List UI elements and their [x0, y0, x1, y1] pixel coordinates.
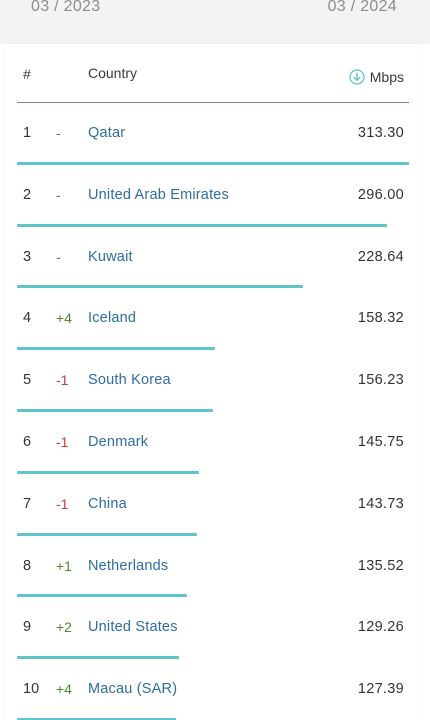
rank-number: 5: [23, 372, 32, 389]
table-row[interactable]: 2 - United Arab Emirates 296.00: [4, 165, 422, 227]
ranking-table: # Country Mbps 1 - Qatar 313.30 2 - Unit…: [4, 44, 422, 720]
rank-number: 4: [23, 310, 32, 327]
rank-change: -1: [56, 433, 69, 450]
mbps-column-header[interactable]: Mbps: [349, 69, 404, 85]
speed-bar: [17, 347, 216, 351]
table-row[interactable]: 5 -1 South Korea 156.23: [4, 350, 422, 412]
rank-number: 6: [23, 433, 32, 450]
speed-bar: [17, 408, 213, 412]
country-link[interactable]: Denmark: [88, 433, 149, 450]
speed-bar: [17, 656, 179, 660]
rank-change: +1: [56, 557, 72, 574]
table-row[interactable]: 7 -1 China 143.73: [4, 474, 422, 536]
speed-value: 135.52: [357, 557, 404, 574]
rank-number: 8: [23, 557, 32, 574]
rank-number: 3: [23, 248, 32, 265]
country-link[interactable]: China: [88, 495, 127, 512]
table-row[interactable]: 8 +1 Netherlands 135.52: [4, 536, 422, 598]
speed-bar: [17, 285, 304, 289]
country-link[interactable]: United Arab Emirates: [88, 186, 230, 203]
country-link[interactable]: Macau (SAR): [88, 681, 178, 698]
speed-value: 127.39: [357, 681, 404, 698]
speed-value: 156.23: [357, 372, 404, 389]
table-row[interactable]: 4 +4 Iceland 158.32: [4, 288, 422, 351]
speed-value: 313.30: [357, 125, 404, 141]
country-link[interactable]: Qatar: [88, 125, 126, 141]
table-row[interactable]: 9 +2 United States 129.26: [4, 597, 422, 660]
speed-value: 158.32: [357, 310, 404, 327]
rank-number: 2: [23, 186, 32, 203]
rank-number: 9: [23, 619, 32, 636]
table-row[interactable]: 6 -1 Denmark 145.75: [4, 412, 422, 474]
mbps-header-label: Mbps: [369, 69, 404, 85]
country-link[interactable]: Kuwait: [88, 248, 133, 265]
table-row[interactable]: 3 - Kuwait 228.64: [4, 227, 422, 289]
rank-change: +2: [56, 619, 72, 636]
table-body: 1 - Qatar 313.30 2 - United Arab Emirate…: [4, 103, 422, 720]
rank-change: -: [56, 248, 61, 265]
rank-change: -1: [56, 495, 69, 512]
rank-column-header: #: [23, 66, 31, 82]
speed-value: 145.75: [357, 433, 404, 450]
end-date-label: 03 / 2024: [327, 0, 397, 15]
speed-bar: [17, 532, 197, 536]
rank-number: 1: [23, 125, 32, 141]
arrow-down-circle-icon[interactable]: [349, 69, 365, 85]
table-row[interactable]: 1 - Qatar 313.30: [4, 103, 422, 165]
speed-bar: [17, 223, 388, 227]
header-divider: [17, 102, 409, 103]
rank-number: 10: [23, 681, 40, 698]
speed-value: 129.26: [357, 619, 404, 636]
rank-number: 7: [23, 495, 32, 512]
country-link[interactable]: Iceland: [88, 310, 137, 327]
rank-change: -: [56, 125, 61, 141]
speed-bar: [17, 161, 409, 165]
start-date-label: 03 / 2023: [31, 0, 101, 15]
speed-bar: [17, 594, 187, 598]
rank-change: -1: [56, 372, 69, 389]
speed-value: 143.73: [357, 495, 404, 512]
country-link[interactable]: Netherlands: [88, 557, 169, 574]
speed-bar: [17, 717, 177, 720]
speed-value: 228.64: [357, 248, 404, 265]
table-row[interactable]: 10 +4 Macau (SAR) 127.39: [4, 659, 422, 720]
country-link[interactable]: South Korea: [88, 372, 171, 389]
speed-value: 296.00: [357, 186, 404, 203]
rank-change: +4: [56, 681, 72, 698]
rank-change: -: [56, 186, 61, 203]
table-header: # Country Mbps: [4, 44, 422, 102]
country-column-header[interactable]: Country: [88, 65, 138, 81]
country-link[interactable]: United States: [88, 619, 178, 636]
date-range-bar: 03 / 2023 03 / 2024: [0, 0, 430, 44]
rank-change: +4: [56, 310, 72, 327]
speed-bar: [17, 470, 200, 474]
